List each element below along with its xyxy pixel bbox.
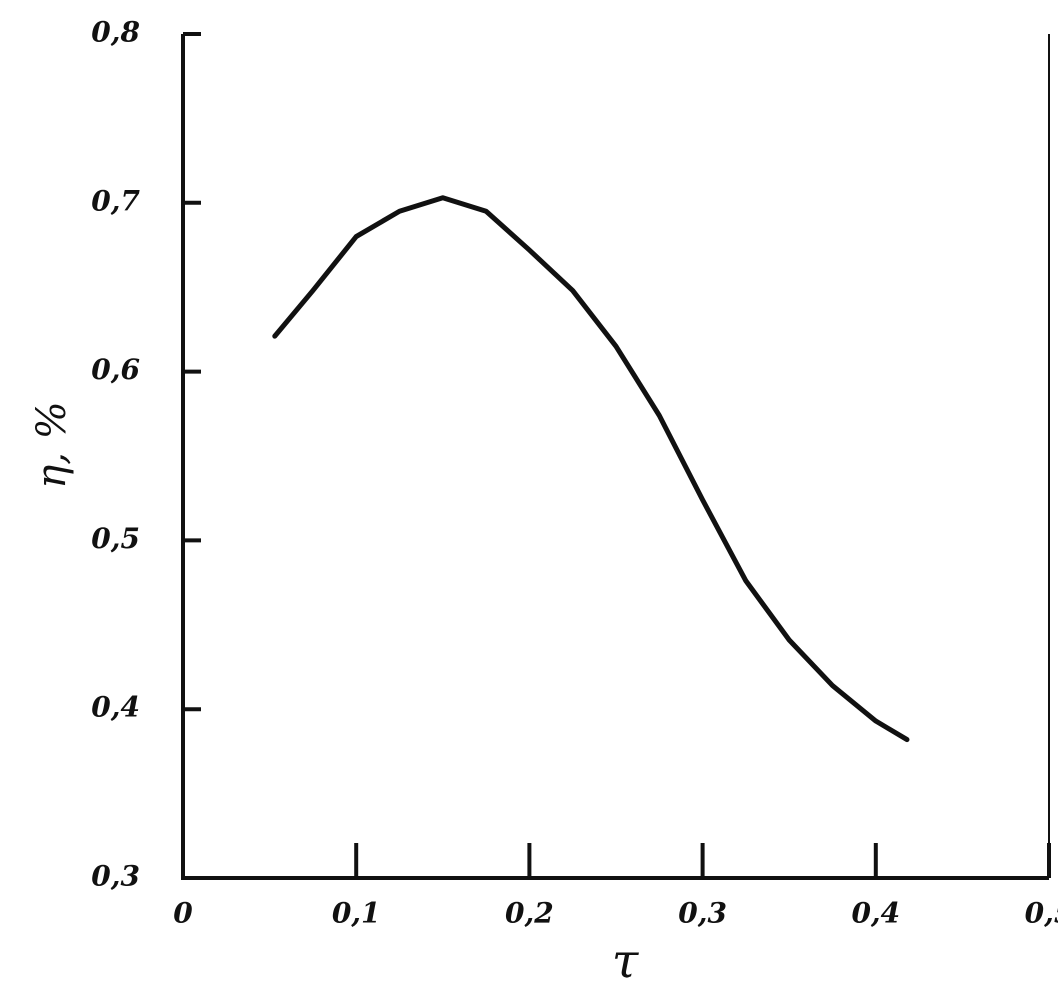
x-tick-label: 0,4 (851, 897, 900, 930)
x-tick-label: 0,3 (678, 897, 727, 930)
y-tick-label: 0,3 (91, 860, 140, 893)
x-tick-label: 0 (173, 897, 193, 930)
y-tick-label: 0,8 (91, 16, 140, 49)
y-tick-label: 0,6 (91, 353, 140, 386)
x-axis-label: τ (612, 934, 640, 990)
x-tick-label: 0,2 (505, 897, 554, 930)
x-tick-label: 0,1 (332, 897, 381, 930)
y-tick-label: 0,4 (91, 691, 140, 724)
y-axis-label: η, % (29, 401, 75, 488)
y-tick-label: 0,7 (91, 184, 140, 217)
x-tick-label: 0,5 (1025, 897, 1058, 930)
line (272, 195, 910, 743)
y-tick-label: 0,5 (91, 522, 140, 555)
